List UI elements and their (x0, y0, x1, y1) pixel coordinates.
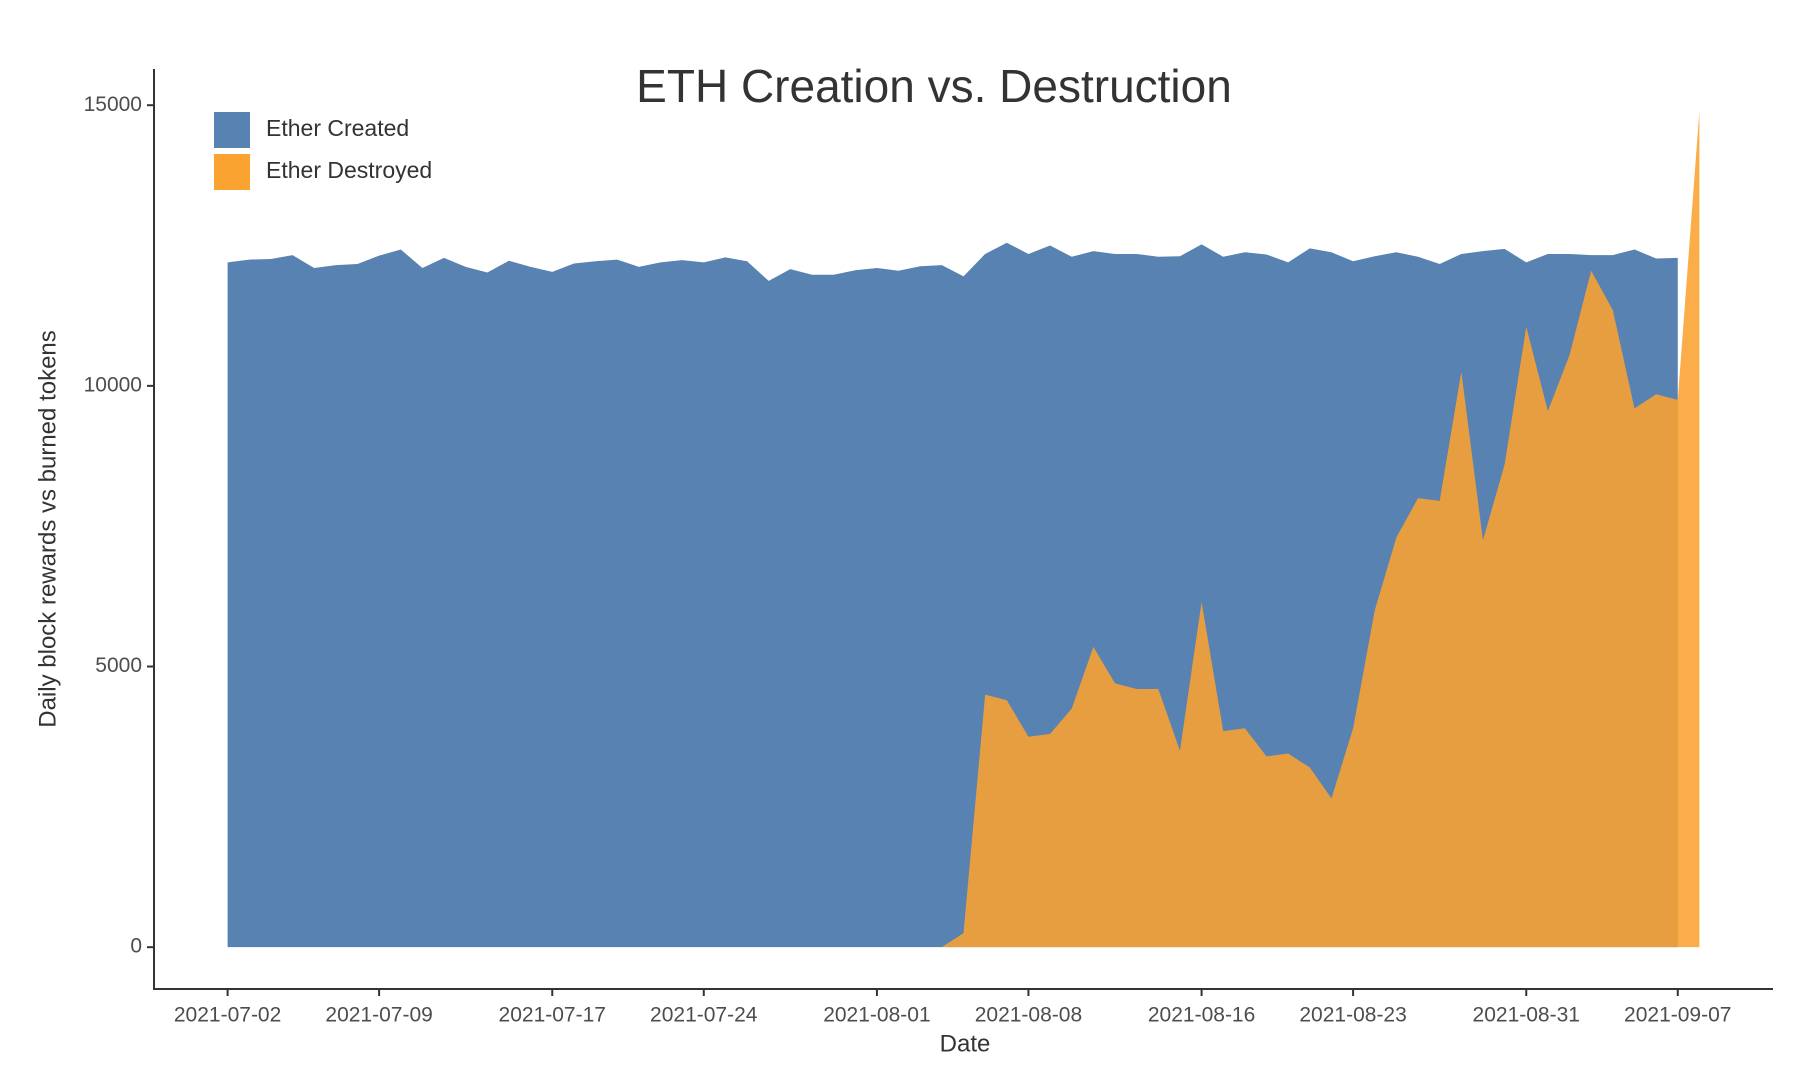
y-tick-label: 15000 (84, 93, 142, 116)
y-tick-label: 5000 (95, 654, 142, 677)
legend-swatch (214, 154, 250, 190)
x-axis-title: Date (940, 1030, 991, 1057)
chart-title: ETH Creation vs. Destruction (636, 60, 1232, 112)
x-tick-label: 2021-08-08 (975, 1004, 1082, 1027)
x-tick-label: 2021-09-07 (1624, 1004, 1731, 1027)
legend-label: Ether Created (266, 115, 409, 141)
x-tick-label: 2021-08-23 (1299, 1004, 1406, 1027)
x-tick-label: 2021-07-02 (174, 1004, 281, 1027)
x-tick-label: 2021-07-09 (325, 1004, 432, 1027)
x-tick-label: 2021-07-17 (499, 1004, 606, 1027)
area (227, 242, 1678, 948)
x-tick-label: 2021-07-24 (650, 1004, 758, 1027)
legend-label: Ether Destroyed (266, 157, 432, 183)
x-tick-label: 2021-08-16 (1148, 1004, 1255, 1027)
y-axis-title: Daily block rewards vs burned tokens (34, 330, 61, 728)
area (941, 110, 1700, 948)
legend-swatch (214, 112, 250, 148)
x-tick-label: 2021-08-01 (823, 1004, 930, 1027)
y-tick-label: 10000 (84, 373, 142, 396)
x-tick-label: 2021-08-31 (1473, 1004, 1580, 1027)
y-tick-label: 0 (130, 935, 142, 958)
